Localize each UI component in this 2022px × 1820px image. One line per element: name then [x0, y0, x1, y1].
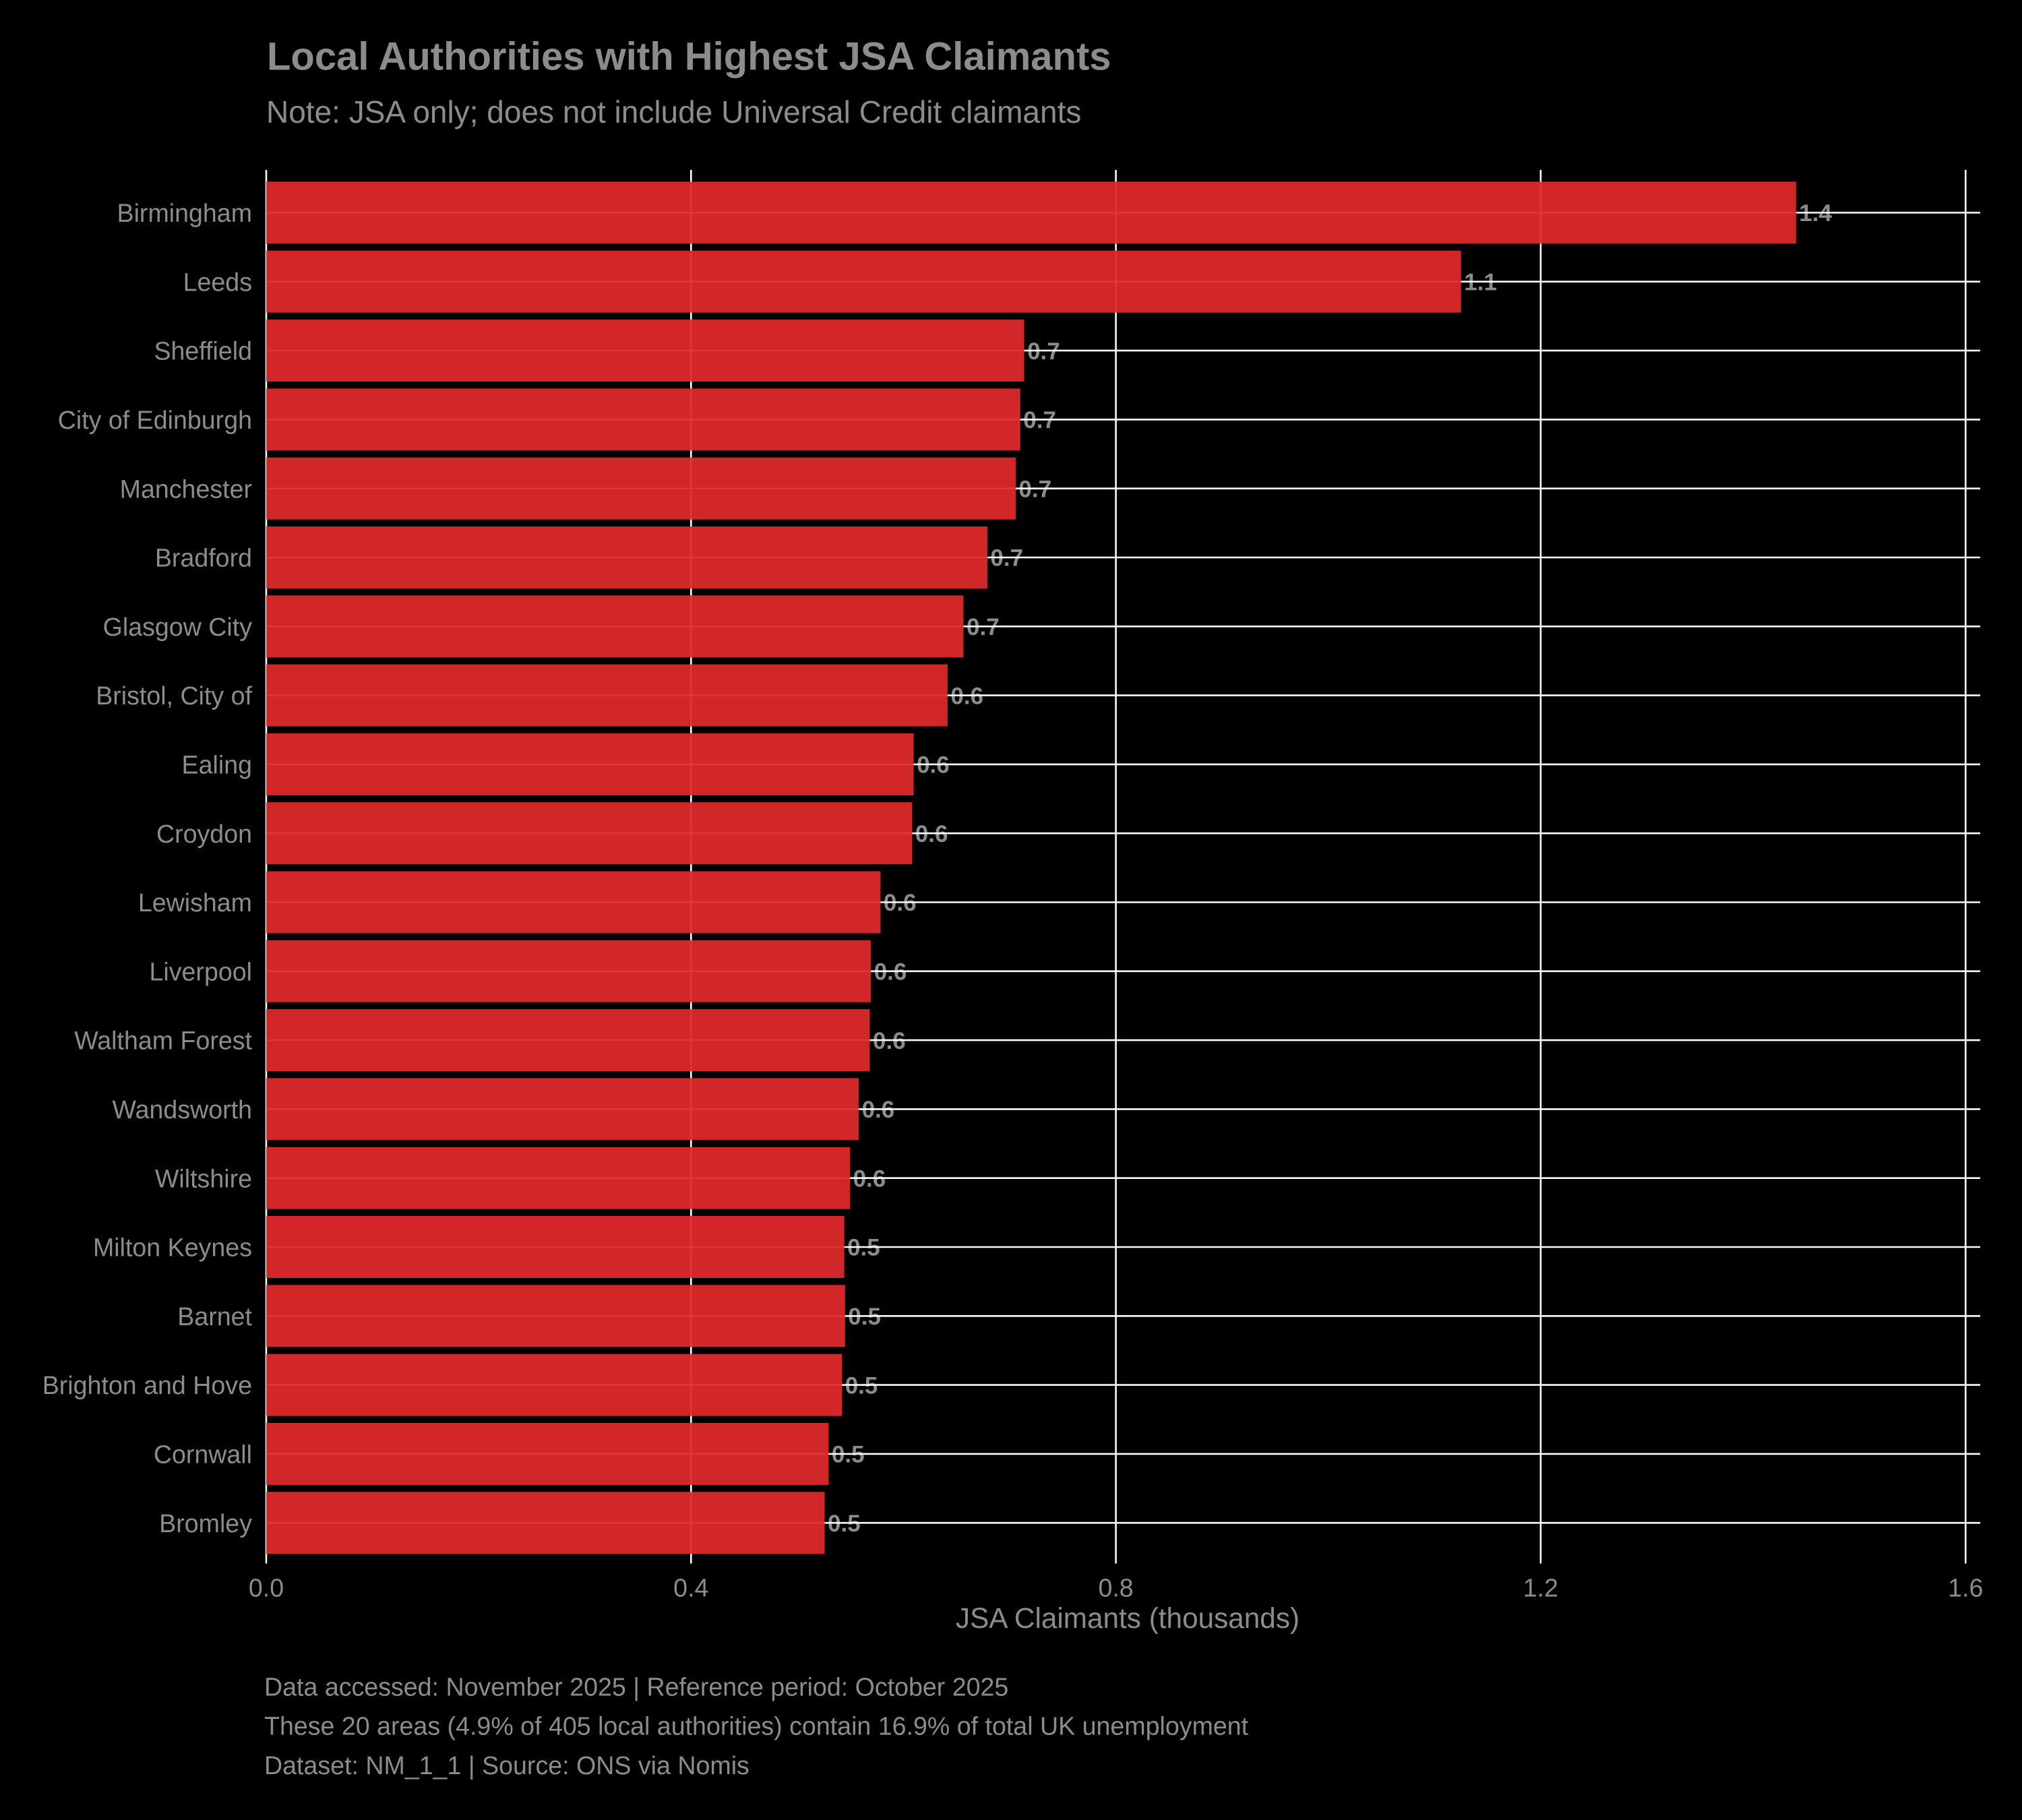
svg-text:Leeds: Leeds [183, 268, 252, 296]
svg-text:Wandsworth: Wandsworth [113, 1095, 252, 1124]
svg-text:City of Edinburgh: City of Edinburgh [58, 406, 252, 434]
svg-text:JSA Claimants (thousands): JSA Claimants (thousands) [956, 1602, 1299, 1634]
svg-text:Waltham Forest: Waltham Forest [74, 1027, 252, 1055]
svg-text:1.6: 1.6 [1948, 1574, 1983, 1602]
svg-text:0.0: 0.0 [249, 1574, 284, 1602]
svg-text:Brighton and Hove: Brighton and Hove [42, 1371, 252, 1399]
svg-text:Sheffield: Sheffield [154, 337, 252, 365]
svg-text:0.8: 0.8 [1098, 1574, 1133, 1602]
svg-text:Dataset: NM_1_1 | Source: ONS: Dataset: NM_1_1 | Source: ONS via Nomis [264, 1751, 749, 1780]
svg-text:Manchester: Manchester [120, 475, 252, 503]
svg-text:Croydon: Croydon [156, 820, 252, 848]
svg-text:0.4: 0.4 [673, 1574, 708, 1602]
svg-text:Barnet: Barnet [177, 1302, 252, 1331]
svg-text:Birmingham: Birmingham [117, 199, 252, 227]
svg-text:Bradford: Bradford [155, 544, 252, 572]
svg-text:Local Authorities with Highest: Local Authorities with Highest JSA Claim… [267, 35, 1111, 79]
svg-text:Data accessed: November 2025 |: Data accessed: November 2025 | Reference… [264, 1672, 1008, 1701]
svg-text:Milton Keynes: Milton Keynes [93, 1234, 252, 1262]
svg-text:Glasgow City: Glasgow City [103, 613, 253, 641]
svg-text:Bristol, City of: Bristol, City of [96, 681, 252, 710]
svg-text:These 20 areas (4.9% of 405 lo: These 20 areas (4.9% of 405 local author… [264, 1712, 1249, 1740]
svg-text:Cornwall: Cornwall [154, 1440, 252, 1469]
svg-text:Wiltshire: Wiltshire [155, 1164, 252, 1192]
svg-text:Lewisham: Lewisham [138, 888, 252, 917]
svg-text:Bromley: Bromley [159, 1509, 252, 1538]
svg-text:Note: JSA only; does not inclu: Note: JSA only; does not include Univers… [266, 94, 1081, 129]
svg-text:Liverpool: Liverpool [150, 957, 253, 985]
svg-text:1.2: 1.2 [1523, 1574, 1558, 1602]
svg-text:Ealing: Ealing [182, 751, 252, 779]
